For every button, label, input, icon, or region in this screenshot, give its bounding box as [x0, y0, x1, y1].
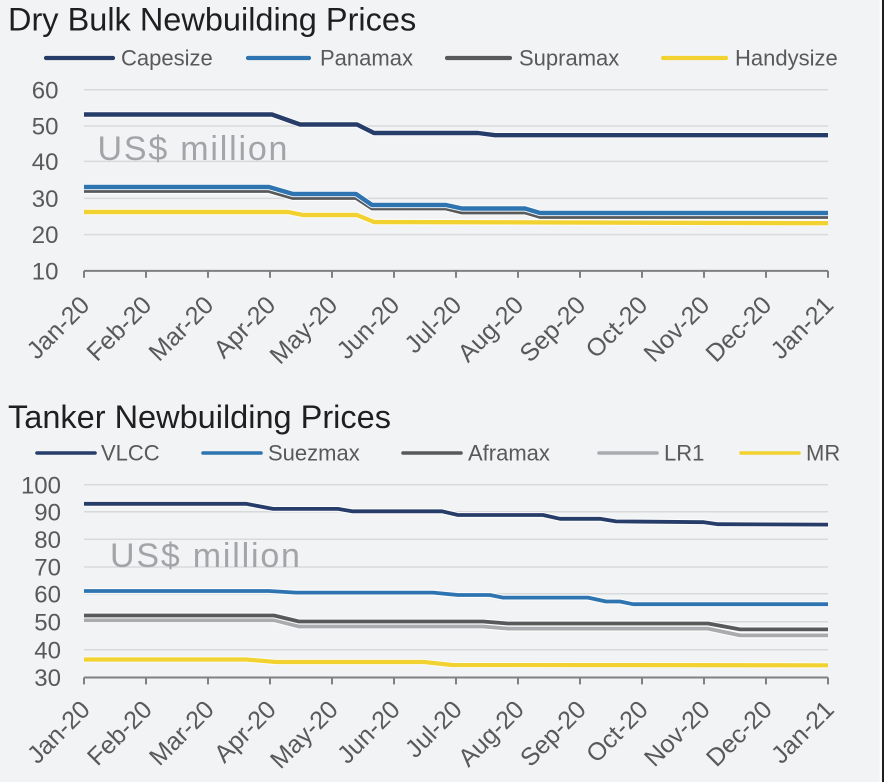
svg-text:Aframax: Aframax: [468, 441, 550, 466]
svg-text:30: 30: [34, 665, 61, 692]
svg-text:Supramax: Supramax: [519, 46, 619, 71]
svg-text:MR: MR: [806, 441, 840, 466]
svg-text:60: 60: [32, 77, 59, 104]
svg-text:50: 50: [34, 609, 61, 636]
svg-text:US$ million: US$ million: [98, 130, 290, 168]
svg-text:90: 90: [34, 499, 61, 526]
svg-text:Dry Bulk Newbuilding Prices: Dry Bulk Newbuilding Prices: [8, 2, 416, 38]
svg-text:60: 60: [34, 581, 61, 608]
svg-text:Handysize: Handysize: [735, 46, 838, 71]
svg-text:10: 10: [32, 258, 59, 285]
svg-text:US$ million: US$ million: [110, 537, 302, 575]
svg-text:Capesize: Capesize: [121, 46, 213, 71]
svg-text:50: 50: [32, 114, 59, 141]
svg-text:30: 30: [32, 186, 59, 213]
svg-text:40: 40: [34, 637, 61, 664]
svg-text:20: 20: [32, 222, 59, 249]
svg-text:LR1: LR1: [664, 441, 704, 466]
svg-text:80: 80: [34, 527, 61, 554]
svg-text:100: 100: [21, 472, 61, 499]
svg-text:40: 40: [32, 149, 59, 176]
svg-text:70: 70: [34, 555, 61, 582]
svg-text:Tanker Newbuilding Prices: Tanker Newbuilding Prices: [8, 399, 391, 435]
svg-text:Panamax: Panamax: [320, 46, 413, 71]
svg-text:VLCC: VLCC: [101, 441, 160, 466]
svg-text:Suezmax: Suezmax: [268, 441, 360, 466]
